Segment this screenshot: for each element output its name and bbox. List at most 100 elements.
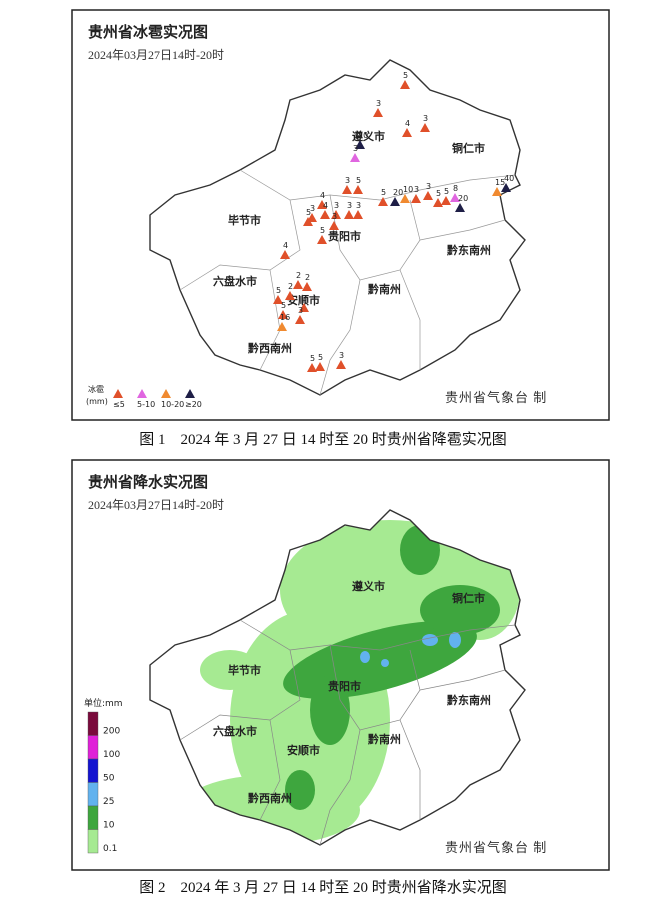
legend-label: 5-10 — [137, 400, 155, 409]
legend-label: 0.1 — [103, 844, 117, 854]
hail-value: 2 — [288, 282, 293, 291]
legend-label: 10 — [103, 821, 115, 831]
map-subtitle: 2024年03月27日14时-20时 — [88, 498, 224, 512]
hail-marker — [278, 310, 288, 319]
legend-swatch — [87, 805, 99, 830]
hail-value: 15 — [495, 178, 505, 187]
legend-swatch — [161, 389, 171, 398]
hail-value: 3 — [353, 144, 358, 153]
hail-value: 4 — [405, 119, 410, 128]
legend-swatch — [87, 782, 99, 807]
hail-value: 3 — [310, 204, 315, 213]
hail-marker — [317, 200, 327, 209]
rain-areas — [180, 520, 520, 845]
legend-title: 单位:mm — [84, 697, 123, 709]
legend-label: ≥20 — [185, 400, 202, 409]
figure-caption: 图 1 2024 年 3 月 27 日 14 时至 20 时贵州省降雹实况图 — [139, 431, 507, 448]
hail-figure: 贵州省冰雹实况图 2024年03月27日14时-20时 遵义市铜仁市毕节市贵阳市… — [71, 9, 610, 421]
city-label: 黔南州 — [368, 282, 401, 296]
hail-marker — [303, 217, 313, 226]
hail-value: 3 — [426, 182, 431, 191]
hail-marker — [285, 291, 295, 300]
hail-value: 2 — [305, 273, 310, 282]
hail-marker — [342, 185, 352, 194]
hail-marker — [411, 194, 421, 203]
hail-marker — [329, 221, 339, 230]
hail-value: 5 — [276, 286, 281, 295]
hail-value: 40 — [504, 174, 514, 183]
hail-marker — [355, 140, 365, 149]
city-label: 黔西南州 — [248, 341, 292, 355]
hail-marker — [353, 185, 363, 194]
hail-marker — [420, 123, 430, 132]
hail-value: 5 — [306, 208, 311, 217]
hail-marker — [344, 210, 354, 219]
legend-swatch — [113, 389, 123, 398]
legend-swatch — [137, 389, 147, 398]
map-subtitle: 2024年03月27日14时-20时 — [88, 48, 224, 62]
hail-marker — [280, 250, 290, 259]
hail-marker — [350, 153, 360, 162]
hail-marker — [293, 280, 303, 289]
credit: 贵州省气象台 制 — [445, 840, 547, 855]
hail-value: 3 — [298, 306, 303, 315]
hail-value: 3 — [347, 201, 352, 210]
city-label: 黔西南州 — [248, 791, 292, 805]
map-title: 贵州省冰雹实况图 — [88, 23, 208, 41]
map-title: 贵州省降水实况图 — [88, 473, 208, 491]
hail-value: 3 — [356, 201, 361, 210]
hail-value: 3 — [302, 294, 307, 303]
hail-value: 10 — [403, 185, 413, 194]
legend-swatch — [185, 389, 195, 398]
hail-value: 3 — [423, 114, 428, 123]
credit: 贵州省气象台 制 — [445, 390, 547, 405]
hail-value: 5 — [318, 353, 323, 362]
city-label: 遵义市 — [352, 129, 385, 143]
hail-value: 3 — [332, 212, 337, 221]
hail-marker — [402, 128, 412, 137]
city-label: 贵阳市 — [328, 229, 361, 243]
hail-value: 5 — [320, 226, 325, 235]
hail-value: 5 — [403, 71, 408, 80]
hail-value: 3 — [345, 176, 350, 185]
hail-marker — [400, 80, 410, 89]
hail-marker — [315, 362, 325, 371]
hail-value: 4 — [283, 241, 288, 250]
figure-caption: 图 2 2024 年 3 月 27 日 14 时至 20 时贵州省降水实况图 — [139, 879, 507, 896]
legend-label: 50 — [103, 774, 115, 784]
hail-value: 3 — [334, 201, 339, 210]
hail-value: 2 — [296, 271, 301, 280]
hail-marker — [320, 210, 330, 219]
hail-marker — [378, 197, 388, 206]
rain-map — [149, 509, 526, 846]
legend-label: 100 — [103, 750, 120, 760]
hail-value: 5 — [381, 188, 386, 197]
hail-marker — [492, 187, 502, 196]
hail-marker — [302, 282, 312, 291]
hail-marker — [373, 108, 383, 117]
hail-marker — [501, 183, 511, 192]
district-borders — [179, 619, 516, 846]
hail-marker — [433, 198, 443, 207]
hail-value: 5 — [281, 301, 286, 310]
hail-value: 20 — [393, 188, 403, 197]
hail-value: 20 — [458, 194, 468, 203]
hail-marker — [400, 194, 410, 203]
legend-title: 冰雹 — [88, 384, 104, 394]
hail-value: 4 — [323, 201, 328, 210]
hail-value: 3 — [376, 99, 381, 108]
legend-swatch — [87, 829, 99, 854]
hail-marker — [299, 303, 309, 312]
hail-value: 20 — [358, 131, 368, 140]
hail-marker — [390, 197, 400, 206]
city-label: 铜仁市 — [451, 141, 485, 155]
legend-label: 25 — [103, 797, 114, 807]
city-label: 贵阳市 — [328, 679, 361, 693]
legend-label: 10-20 — [161, 400, 184, 409]
city-label: 黔东南州 — [447, 693, 491, 707]
legend-swatch — [87, 758, 99, 783]
district-borders — [179, 169, 516, 396]
hail-value: 5 — [444, 187, 449, 196]
city-label: 遵义市 — [352, 579, 385, 593]
city-label: 铜仁市 — [451, 591, 485, 605]
